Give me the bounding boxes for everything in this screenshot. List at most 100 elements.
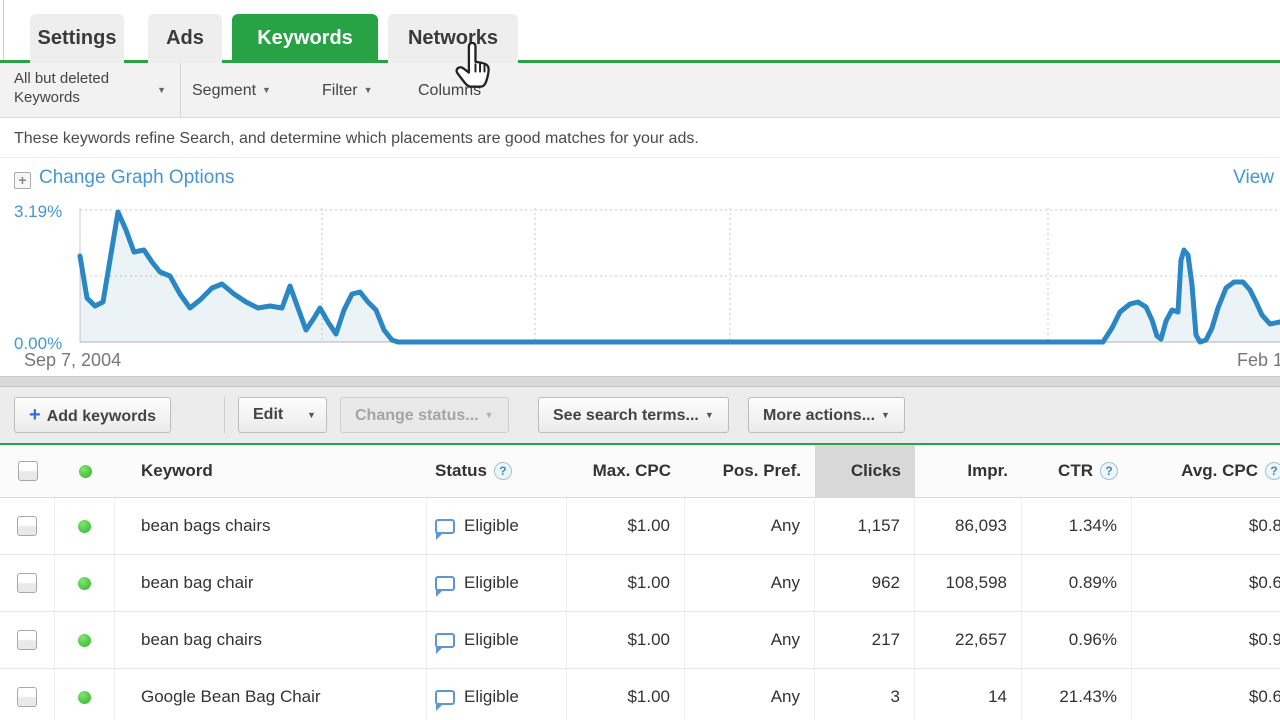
- tab-keywords[interactable]: Keywords: [232, 14, 378, 63]
- active-tab-underline: [0, 60, 1280, 63]
- see-search-terms-button[interactable]: See search terms... ▼: [538, 397, 729, 433]
- x-axis-start-label: Sep 7, 2004: [24, 350, 122, 370]
- header-status[interactable]: Status?: [427, 445, 567, 497]
- keywords-description: These keywords refine Search, and determ…: [0, 119, 1280, 158]
- ctr-cell: 21.43%: [1022, 669, 1132, 720]
- add-keywords-button[interactable]: + Add keywords: [14, 397, 172, 433]
- y-axis-min-label: 0.00%: [14, 334, 63, 353]
- status-cell: Eligible: [427, 669, 567, 720]
- chevron-down-icon: ▼: [484, 410, 494, 420]
- table-row: bean bag chairs Eligible $1.00 Any 217 2…: [0, 612, 1280, 669]
- impr-cell: 14: [915, 669, 1022, 720]
- keywords-toolbar: All but deleted Keywords ▼ Segment ▼ Filt…: [0, 63, 1280, 171]
- actions-bar: + Add keywords Edit ▼ Change status... ▼ S…: [0, 387, 1280, 443]
- status-cell: Eligible: [427, 555, 567, 611]
- table-body: bean bags chairs Eligible $1.00 Any 1,15…: [0, 498, 1280, 720]
- clicks-cell: 3: [815, 669, 915, 720]
- header-keyword[interactable]: Keyword: [141, 461, 213, 480]
- chevron-down-icon: ▼: [307, 410, 316, 420]
- status-cell: Eligible: [427, 612, 567, 668]
- pos-pref-cell: Any: [685, 612, 815, 668]
- toolbar-divider: [180, 63, 181, 118]
- max-cpc-cell: $1.00: [567, 669, 685, 720]
- y-axis-max-label: 3.19%: [14, 202, 63, 221]
- keyword-cell: bean bag chairs: [115, 612, 427, 668]
- speech-bubble-icon[interactable]: [435, 632, 455, 654]
- edit-dropdown-button[interactable]: ▼: [291, 397, 327, 433]
- keywords-table: Keyword Status? Max. CPC Pos. Pref. Clic…: [0, 443, 1280, 720]
- section-splitter: [0, 376, 1280, 387]
- actions-divider: [224, 397, 225, 433]
- view-filter-dropdown[interactable]: All but deleted Keywords ▼: [14, 69, 180, 113]
- table-row: bean bag chair Eligible $1.00 Any 962 10…: [0, 555, 1280, 612]
- tabs-bar: Settings Ads Keywords Networks: [0, 0, 1280, 63]
- speech-bubble-icon[interactable]: [435, 689, 455, 711]
- select-all-checkbox[interactable]: [17, 461, 38, 481]
- plus-icon: +: [29, 404, 41, 426]
- more-actions-button[interactable]: More actions... ▼: [748, 397, 905, 433]
- speech-bubble-icon[interactable]: [435, 518, 455, 540]
- avg-cpc-cell: $0.6: [1132, 555, 1280, 611]
- filter-menu[interactable]: Filter ▼: [322, 82, 373, 99]
- header-max-cpc[interactable]: Max. CPC: [592, 461, 671, 480]
- row-checkbox[interactable]: [17, 573, 37, 593]
- graph-header: + Change Graph Options View: [0, 158, 1280, 200]
- pos-pref-cell: Any: [685, 498, 815, 554]
- chevron-down-icon: ▼: [262, 85, 271, 95]
- chevron-down-icon: ▼: [881, 410, 890, 420]
- tab-ads[interactable]: Ads: [148, 14, 222, 63]
- header-impr[interactable]: Impr.: [967, 461, 1008, 480]
- ctr-cell: 0.96%: [1022, 612, 1132, 668]
- max-cpc-cell: $1.00: [567, 498, 685, 554]
- tab-networks[interactable]: Networks: [388, 14, 518, 63]
- table-row: bean bags chairs Eligible $1.00 Any 1,15…: [0, 498, 1280, 555]
- help-icon[interactable]: ?: [493, 462, 512, 480]
- header-clicks[interactable]: Clicks: [815, 445, 915, 497]
- avg-cpc-cell: $0.9: [1132, 612, 1280, 668]
- header-ctr[interactable]: CTR?: [1022, 445, 1132, 497]
- table-row: Google Bean Bag Chair Eligible $1.00 Any…: [0, 669, 1280, 720]
- header-avg-cpc[interactable]: Avg. CPC?: [1132, 445, 1280, 497]
- chevron-down-icon: ▼: [363, 85, 373, 95]
- help-icon[interactable]: ?: [1100, 462, 1118, 480]
- chevron-down-icon: ▼: [704, 410, 714, 420]
- impr-cell: 22,657: [915, 612, 1022, 668]
- ctr-line-chart: [77, 208, 1280, 345]
- ctr-cell: 0.89%: [1022, 555, 1132, 611]
- speech-bubble-icon[interactable]: [435, 575, 455, 597]
- row-checkbox[interactable]: [17, 630, 37, 650]
- status-dot-icon[interactable]: [78, 633, 91, 647]
- keyword-cell: bean bags chairs: [115, 498, 427, 554]
- avg-cpc-cell: $0.8: [1132, 498, 1280, 554]
- change-graph-options-link[interactable]: + Change Graph Options: [14, 167, 234, 189]
- pos-pref-cell: Any: [685, 669, 815, 720]
- row-checkbox[interactable]: [17, 516, 37, 536]
- max-cpc-cell: $1.00: [567, 612, 685, 668]
- header-pos-pref[interactable]: Pos. Pref.: [722, 461, 801, 480]
- status-dot-icon[interactable]: [78, 576, 91, 590]
- columns-menu[interactable]: Columns: [418, 82, 482, 99]
- clicks-cell: 962: [815, 555, 915, 611]
- status-dot-icon[interactable]: [78, 464, 92, 478]
- edit-button[interactable]: Edit: [238, 397, 299, 433]
- pos-pref-cell: Any: [685, 555, 815, 611]
- max-cpc-cell: $1.00: [567, 555, 685, 611]
- left-edge-divider: [3, 0, 4, 60]
- table-header-row: Keyword Status? Max. CPC Pos. Pref. Clic…: [0, 445, 1280, 498]
- status-cell: Eligible: [427, 498, 567, 554]
- segment-menu[interactable]: Segment ▼: [192, 82, 271, 99]
- view-filter-line2: Keywords: [14, 89, 80, 106]
- tab-settings[interactable]: Settings: [30, 14, 124, 63]
- view-link[interactable]: View: [1233, 167, 1274, 188]
- impr-cell: 108,598: [915, 555, 1022, 611]
- avg-cpc-cell: $0.6: [1132, 669, 1280, 720]
- change-status-button[interactable]: Change status... ▼: [340, 397, 509, 433]
- status-dot-icon[interactable]: [78, 690, 91, 704]
- row-checkbox[interactable]: [17, 687, 37, 707]
- expand-icon: +: [14, 172, 31, 189]
- help-icon[interactable]: ?: [1265, 462, 1280, 480]
- clicks-cell: 217: [815, 612, 915, 668]
- status-dot-icon[interactable]: [78, 519, 91, 533]
- chevron-down-icon: ▼: [157, 85, 166, 95]
- keyword-cell: bean bag chair: [115, 555, 427, 611]
